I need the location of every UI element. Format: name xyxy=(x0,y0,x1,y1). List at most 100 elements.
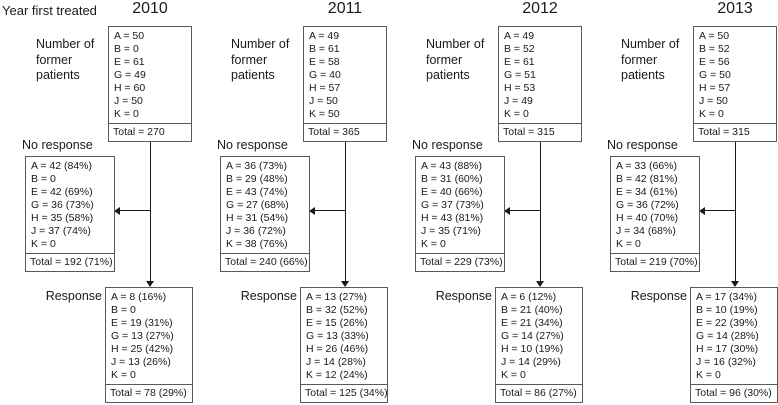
flow-line-vertical xyxy=(735,142,736,281)
no-response-line: K = 0 xyxy=(31,238,56,250)
no-response-line: B = 0 xyxy=(31,173,56,185)
no-response-total: Total = 229 (73%) xyxy=(416,253,504,271)
no-response-box: A = 36 (73%) B = 29 (48%) E = 43 (74%) G = … xyxy=(220,156,310,272)
year-header: 2013 xyxy=(717,0,753,17)
response-line: J = 14 (28%) xyxy=(306,356,366,368)
no-response-line: H = 31 (54%) xyxy=(226,212,289,224)
arrowhead-left-icon xyxy=(309,206,315,215)
year-column-2011: 2011 Number of former patients A = 49 B =… xyxy=(195,0,390,405)
patient-count-line: E = 61 xyxy=(504,56,535,68)
patient-count-line: H = 60 xyxy=(114,82,146,94)
arrowhead-down-icon xyxy=(731,281,739,287)
no-response-line: H = 43 (81%) xyxy=(421,212,484,224)
patients-box: A = 50 B = 52 E = 56 G = 50 H = 57 J = 50 K = … xyxy=(693,26,777,142)
patients-label: Number of former patients xyxy=(231,37,290,82)
flow-line-horizontal xyxy=(314,210,345,211)
patient-count-line: G = 51 xyxy=(504,69,536,81)
response-lines: A = 6 (12%) B = 21 (40%) E = 21 (34%) G = 1… xyxy=(496,288,582,384)
patients-box: A = 49 B = 61 E = 58 G = 40 H = 57 J = 50 K = … xyxy=(303,26,387,142)
flow-line-horizontal xyxy=(509,210,540,211)
response-label: Response xyxy=(45,289,102,303)
response-line: H = 25 (42%) xyxy=(111,343,174,355)
response-line: B = 10 (19%) xyxy=(696,304,758,316)
no-response-lines: A = 33 (66%) B = 42 (81%) E = 34 (61%) G = … xyxy=(611,157,699,253)
patient-count-line: J = 49 xyxy=(504,95,533,107)
flow-line-horizontal xyxy=(704,210,735,211)
response-line: G = 14 (28%) xyxy=(696,330,759,342)
patients-lines: A = 49 B = 52 E = 61 G = 51 H = 53 J = 49 K = … xyxy=(499,27,581,123)
patient-count-line: A = 49 xyxy=(504,30,535,42)
no-response-line: A = 36 (73%) xyxy=(226,160,287,172)
response-label: Response xyxy=(630,289,687,303)
response-line: B = 32 (52%) xyxy=(306,304,368,316)
no-response-line: G = 36 (72%) xyxy=(616,199,679,211)
patient-count-line: G = 49 xyxy=(114,69,146,81)
no-response-line: A = 42 (84%) xyxy=(31,160,92,172)
patients-label: Number of former patients xyxy=(36,37,95,82)
no-response-label: No response xyxy=(412,138,483,152)
patient-count-line: E = 56 xyxy=(699,56,730,68)
response-line: J = 14 (29%) xyxy=(501,356,561,368)
no-response-line: A = 33 (66%) xyxy=(616,160,677,172)
arrowhead-down-icon xyxy=(536,281,544,287)
response-box: A = 13 (27%) B = 32 (52%) E = 15 (26%) G = … xyxy=(300,287,388,403)
patient-count-line: J = 50 xyxy=(309,95,338,107)
year-column-2012: 2012 Number of former patients A = 49 B =… xyxy=(390,0,585,405)
patient-count-line: A = 50 xyxy=(114,30,145,42)
patient-count-line: H = 57 xyxy=(309,82,341,94)
patient-count-line: J = 50 xyxy=(699,95,728,107)
response-total: Total = 78 (29%) xyxy=(106,384,192,402)
response-line: J = 16 (32%) xyxy=(696,356,756,368)
patients-total: Total = 365 xyxy=(304,123,386,141)
response-line: G = 14 (27%) xyxy=(501,330,564,342)
no-response-line: K = 0 xyxy=(421,238,446,250)
no-response-line: G = 37 (73%) xyxy=(421,199,484,211)
response-line: B = 21 (40%) xyxy=(501,304,563,316)
response-line: A = 13 (27%) xyxy=(306,291,367,303)
arrowhead-down-icon xyxy=(341,281,349,287)
response-line: G = 13 (27%) xyxy=(111,330,174,342)
patients-total: Total = 270 xyxy=(109,123,191,141)
response-line: A = 6 (12%) xyxy=(501,291,557,303)
no-response-line: B = 29 (48%) xyxy=(226,173,288,185)
patient-count-line: G = 40 xyxy=(309,69,341,81)
response-line: K = 0 xyxy=(696,369,721,381)
response-line: J = 13 (26%) xyxy=(111,356,171,368)
arrowhead-down-icon xyxy=(146,281,154,287)
response-line: H = 10 (19%) xyxy=(501,343,564,355)
no-response-line: G = 27 (68%) xyxy=(226,199,289,211)
response-line: E = 19 (31%) xyxy=(111,317,173,329)
patient-count-line: B = 52 xyxy=(504,43,535,55)
patients-total: Total = 315 xyxy=(499,123,581,141)
no-response-line: H = 35 (58%) xyxy=(31,212,94,224)
patient-count-line: A = 50 xyxy=(699,30,730,42)
flow-line-horizontal xyxy=(119,210,150,211)
no-response-total: Total = 219 (70%) xyxy=(611,253,699,271)
patients-lines: A = 50 B = 52 E = 56 G = 50 H = 57 J = 50 K = … xyxy=(694,27,776,123)
no-response-line: J = 34 (68%) xyxy=(616,225,676,237)
patients-lines: A = 49 B = 61 E = 58 G = 40 H = 57 J = 50 K = … xyxy=(304,27,386,123)
patient-count-line: K = 0 xyxy=(114,108,139,120)
no-response-line: J = 35 (71%) xyxy=(421,225,481,237)
patients-label: Number of former patients xyxy=(621,37,680,82)
response-total: Total = 96 (30%) xyxy=(691,384,777,402)
no-response-line: E = 34 (61%) xyxy=(616,186,678,198)
response-line: E = 15 (26%) xyxy=(306,317,368,329)
no-response-line: J = 37 (74%) xyxy=(31,225,91,237)
arrowhead-left-icon xyxy=(114,206,120,215)
no-response-label: No response xyxy=(22,138,93,152)
flow-line-vertical xyxy=(345,142,346,281)
no-response-line: E = 40 (66%) xyxy=(421,186,483,198)
response-label: Response xyxy=(435,289,492,303)
no-response-line: K = 38 (76%) xyxy=(226,238,288,250)
no-response-lines: A = 43 (88%) B = 31 (60%) E = 40 (66%) G = … xyxy=(416,157,504,253)
no-response-label: No response xyxy=(217,138,288,152)
patient-count-line: J = 50 xyxy=(114,95,143,107)
patients-total: Total = 315 xyxy=(694,123,776,141)
